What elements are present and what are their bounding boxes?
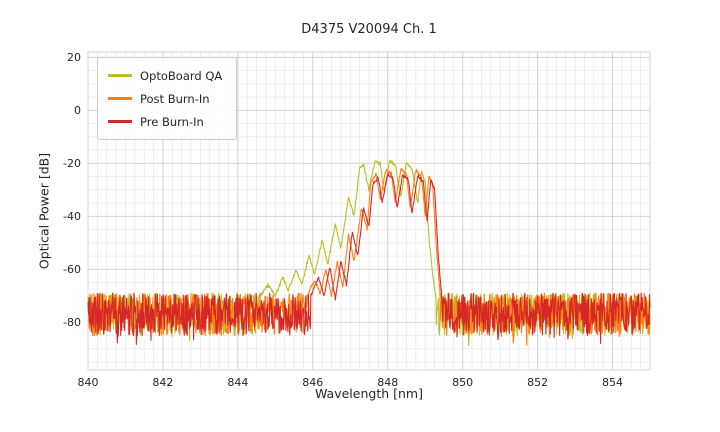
legend-label: Pre Burn-In [140,114,204,129]
x-tick-label: 840 [78,376,99,389]
y-tick-label: -40 [63,210,81,223]
x-tick-label: 854 [602,376,623,389]
legend-item: Post Burn-In [108,87,222,110]
y-tick-label: 20 [67,51,81,64]
legend-label: Post Burn-In [140,91,210,106]
y-axis-label: Optical Power [dB] [36,152,52,270]
y-tick-label: 0 [74,104,81,117]
x-tick-label: 842 [152,376,173,389]
x-axis-label: Wavelength [nm] [315,386,423,401]
y-tick-label: -20 [63,157,81,170]
legend: OptoBoard QA Post Burn-In Pre Burn-In [97,57,238,140]
legend-label: OptoBoard QA [140,68,223,83]
series-line-2 [87,173,651,345]
axes-frame [87,51,651,371]
y-tick-label: -80 [63,316,81,329]
x-tick-label: 850 [452,376,473,389]
legend-swatch-post-burn-in [108,97,132,100]
legend-swatch-optoboard-qa [108,74,132,77]
x-tick-label: 846 [302,376,323,389]
legend-item: OptoBoard QA [108,64,222,87]
legend-swatch-pre-burn-in [108,120,132,123]
x-tick-label: 852 [527,376,548,389]
chart-title: D4375 V20094 Ch. 1 [301,22,437,37]
x-tick-label: 844 [227,376,248,389]
y-tick-label: -60 [63,263,81,276]
legend-item: Pre Burn-In [108,110,222,133]
x-tick-label: 848 [377,376,398,389]
